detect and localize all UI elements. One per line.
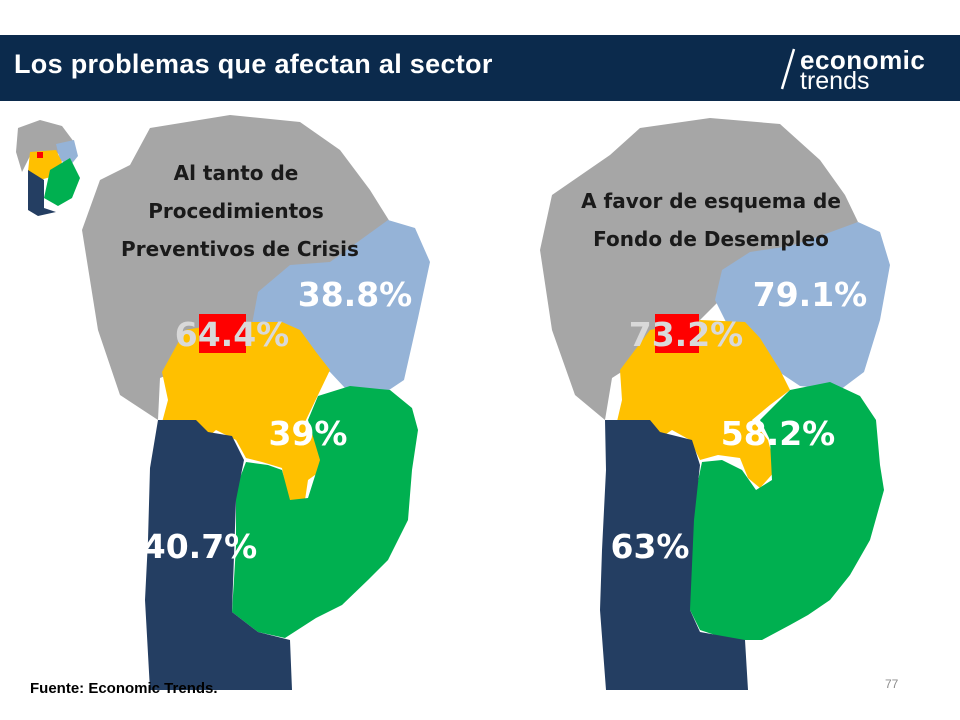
pct-center: 58.2% bbox=[721, 414, 836, 453]
map-title-line: Procedimientos bbox=[148, 199, 324, 223]
region-southeast bbox=[232, 386, 418, 638]
header-bar: Los problemas que afectan al sector econ… bbox=[0, 35, 960, 101]
region-north bbox=[82, 115, 390, 420]
map-procedimientos-preventivos: Al tanto de Procedimientos Preventivos d… bbox=[82, 115, 430, 690]
logo-text-trends: trends bbox=[800, 67, 870, 95]
economic-trends-logo: economic trends bbox=[778, 43, 948, 95]
region-north bbox=[540, 118, 858, 420]
pct-center: 39% bbox=[269, 414, 348, 453]
map-title-line: Al tanto de bbox=[174, 161, 299, 185]
pct-southwest: 40.7% bbox=[143, 527, 258, 566]
map-title-line: Fondo de Desempleo bbox=[593, 227, 829, 251]
source-note: Fuente: Economic Trends. bbox=[30, 680, 218, 697]
page-number: 77 bbox=[885, 677, 899, 691]
logo-slash-icon bbox=[780, 48, 796, 90]
pct-northeast: 38.8% bbox=[298, 275, 413, 314]
region-capital bbox=[655, 314, 699, 353]
map-title-line: A favor de esquema de bbox=[581, 189, 841, 213]
slide-title: Los problemas que afectan al sector bbox=[14, 49, 493, 79]
region-capital bbox=[199, 314, 246, 353]
region-southwest bbox=[600, 420, 748, 690]
region-center bbox=[160, 322, 330, 500]
pct-capital: 73.2% bbox=[629, 315, 744, 354]
logo-text-economic: economic bbox=[800, 45, 926, 75]
region-southeast bbox=[690, 382, 884, 640]
map-fondo-desempleo: A favor de esquema de Fondo de Desempleo… bbox=[540, 118, 890, 690]
pct-southwest: 63% bbox=[611, 527, 690, 566]
locator-mini-map bbox=[16, 120, 80, 216]
map-title-line: Preventivos de Crisis bbox=[121, 237, 359, 261]
region-center bbox=[615, 320, 790, 488]
pct-capital: 64.4% bbox=[175, 315, 290, 354]
pct-northeast: 79.1% bbox=[753, 275, 868, 314]
region-southwest bbox=[145, 420, 292, 690]
